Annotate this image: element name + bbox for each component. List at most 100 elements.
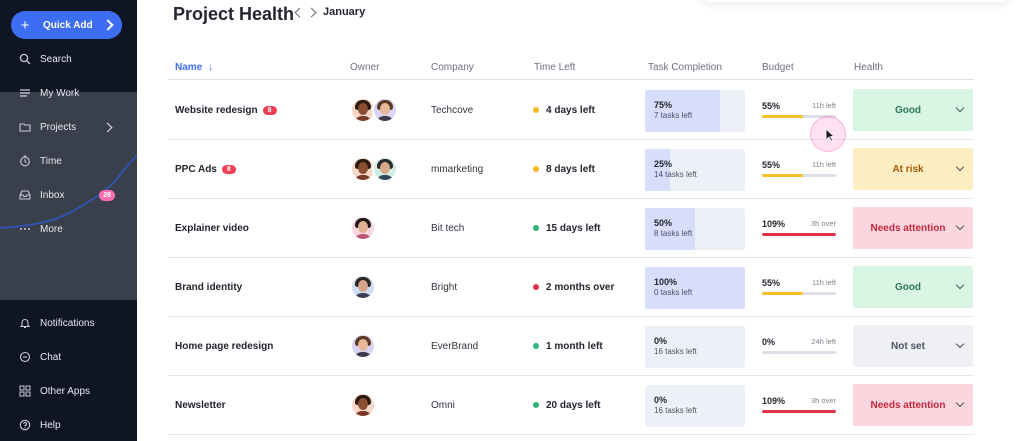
time-left-label: 4 days left — [546, 104, 595, 116]
company-name: Techcove — [431, 104, 474, 116]
table-row[interactable]: Newsletter Omni 20 days left 0% 16 tasks lef… — [168, 376, 974, 435]
avatar[interactable] — [350, 333, 376, 359]
owner-avatars — [350, 97, 398, 123]
budget-cell: 55% 11h left — [762, 81, 836, 139]
sort-arrow-icon: ↓ — [208, 62, 214, 73]
budget-bar-fill — [762, 174, 803, 177]
project-name-cell[interactable]: Explainer video — [175, 199, 249, 257]
list-icon — [18, 86, 32, 100]
time-left: 4 days left — [533, 81, 595, 139]
sidebar-item-inbox[interactable]: Inbox 28 — [0, 184, 137, 206]
tasks-left: 14 tasks left — [654, 170, 697, 179]
sidebar-item-label: Other Apps — [40, 385, 91, 397]
budget-bar-track — [762, 233, 836, 236]
sidebar-item-search[interactable]: Search — [0, 48, 137, 70]
health-status-label: At risk — [892, 163, 924, 175]
project-name-cell[interactable]: Brand identity — [175, 258, 242, 316]
task-completion-percent: 50% — [654, 218, 673, 228]
avatar[interactable] — [372, 156, 398, 182]
avatar[interactable] — [350, 274, 376, 300]
project-name-cell[interactable]: Home page redesign — [175, 317, 273, 375]
avatar-face — [358, 398, 368, 410]
project-name-cell[interactable]: Website redesign 8 — [175, 81, 277, 139]
previous-month-icon[interactable] — [294, 7, 305, 18]
column-header-budget[interactable]: Budget — [762, 62, 794, 73]
table-row[interactable]: Explainer video Bit tech 15 days left 50% 8 … — [168, 199, 974, 258]
column-header-company[interactable]: Company — [431, 62, 474, 73]
help-icon — [18, 418, 32, 432]
sidebar-item-help[interactable]: Help — [0, 414, 137, 436]
avatar[interactable] — [350, 97, 376, 123]
avatar[interactable] — [350, 392, 376, 418]
table-row[interactable]: Brand identity Bright 2 months over 100% 0 t… — [168, 258, 974, 317]
project-name: Newsletter — [175, 399, 226, 411]
health-dropdown[interactable]: Not set — [853, 325, 973, 367]
column-header-task-completion[interactable]: Task Completion — [648, 62, 722, 73]
chevron-down-icon — [955, 162, 965, 172]
avatar[interactable] — [372, 97, 398, 123]
task-completion-bar: 50% 8 tasks left — [645, 208, 745, 250]
column-header-health[interactable]: Health — [854, 62, 883, 73]
project-name-cell[interactable]: PPC Ads 8 — [175, 140, 236, 198]
avatar-body — [354, 352, 372, 357]
avatar-face — [358, 339, 368, 351]
more-icon — [18, 222, 32, 236]
project-name: Explainer video — [175, 222, 249, 234]
budget-bar-track — [762, 292, 836, 295]
quick-add-button[interactable]: + Quick Add — [11, 11, 122, 39]
table-row[interactable]: PPC Ads 8 mmarketing 8 days left 25% 14 tasks… — [168, 140, 974, 199]
health-dropdown[interactable]: Good — [853, 266, 973, 308]
health-dropdown[interactable]: Needs attention — [853, 207, 973, 249]
avatar-body — [376, 116, 394, 121]
budget-bar-track — [762, 115, 836, 118]
budget-percent: 55% — [762, 278, 781, 288]
time-left-label: 1 month left — [546, 340, 603, 352]
avatar-face — [358, 280, 368, 292]
sidebar-item-time[interactable]: Time — [0, 150, 137, 172]
project-name: PPC Ads — [175, 163, 217, 175]
status-dot — [533, 107, 539, 113]
health-dropdown[interactable]: Good — [853, 89, 973, 131]
budget-bar-track — [762, 174, 836, 177]
time-left: 8 days left — [533, 140, 595, 198]
sidebar-item-more[interactable]: More — [0, 218, 137, 240]
sidebar-item-chat[interactable]: Chat — [0, 346, 137, 368]
task-completion-fill — [645, 267, 745, 309]
sidebar-item-my-work[interactable]: My Work — [0, 82, 137, 104]
health-status-label: Needs attention — [870, 399, 946, 411]
company-name: mmarketing — [431, 163, 484, 175]
time-left-label: 8 days left — [546, 163, 595, 175]
avatar-body — [354, 293, 372, 298]
health-status-label: Needs attention — [870, 222, 946, 234]
tasks-left: 7 tasks left — [654, 111, 693, 120]
sidebar-item-label: Help — [40, 419, 61, 431]
inbox-count-badge: 28 — [99, 189, 115, 201]
project-name-cell[interactable]: Newsletter — [175, 376, 226, 434]
health-dropdown[interactable]: At risk — [853, 148, 973, 190]
budget-bar-track — [762, 410, 836, 413]
column-header-time-left[interactable]: Time Left — [534, 62, 576, 73]
owner-avatars — [350, 215, 376, 241]
next-month-icon[interactable] — [306, 7, 317, 18]
table-row[interactable]: Website redesign 8 Techcove 4 days left 75% 7… — [168, 81, 974, 140]
sidebar-item-label: Projects — [40, 121, 77, 133]
avatar[interactable] — [350, 215, 376, 241]
budget-percent: 55% — [762, 101, 781, 111]
avatar-face — [358, 221, 368, 233]
health-dropdown[interactable]: Needs attention — [853, 384, 973, 426]
column-header-name[interactable]: Name ↓ — [175, 62, 213, 73]
table-row[interactable]: Home page redesign EverBrand 1 month left 0… — [168, 317, 974, 376]
avatar-face — [380, 162, 390, 174]
clock-icon — [18, 154, 32, 168]
quick-add-label: Quick Add — [43, 19, 93, 31]
sidebar-item-notifications[interactable]: Notifications — [0, 312, 137, 334]
budget-cell: 109% 3h over — [762, 199, 836, 257]
chevron-down-icon — [955, 280, 965, 290]
column-header-owner[interactable]: Owner — [350, 62, 380, 73]
time-left: 1 month left — [533, 317, 603, 375]
sidebar-item-other-apps[interactable]: Other Apps — [0, 380, 137, 402]
task-completion-fill — [645, 149, 670, 191]
sidebar-item-projects[interactable]: Projects — [0, 116, 137, 138]
budget-bar-fill — [762, 292, 803, 295]
sidebar-item-label: More — [40, 223, 63, 235]
